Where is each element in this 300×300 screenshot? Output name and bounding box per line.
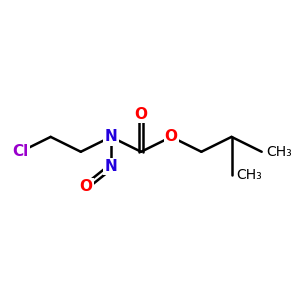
Text: O: O [165, 129, 178, 144]
Text: N: N [105, 159, 117, 174]
Text: CH₃: CH₃ [236, 168, 262, 182]
Text: Cl: Cl [12, 144, 28, 159]
Text: O: O [135, 107, 148, 122]
Text: CH₃: CH₃ [266, 145, 292, 159]
Text: O: O [80, 179, 93, 194]
Text: N: N [105, 129, 117, 144]
